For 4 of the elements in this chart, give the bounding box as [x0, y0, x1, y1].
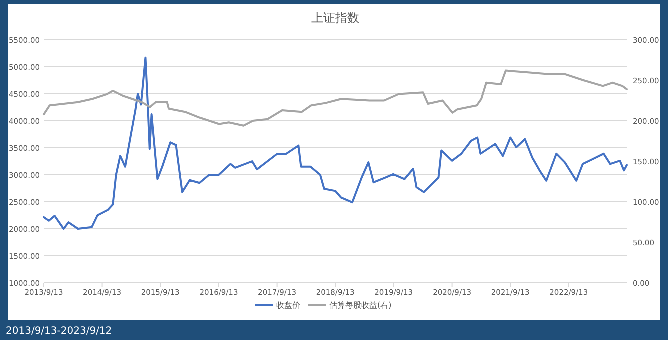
legend-label: 估算每股收益(右) — [330, 301, 392, 310]
chart-title: 上证指数 — [312, 11, 360, 25]
text: 2013/9/13-2023/9/12 — [6, 326, 112, 337]
legend-label: 收盘价 — [276, 301, 300, 310]
